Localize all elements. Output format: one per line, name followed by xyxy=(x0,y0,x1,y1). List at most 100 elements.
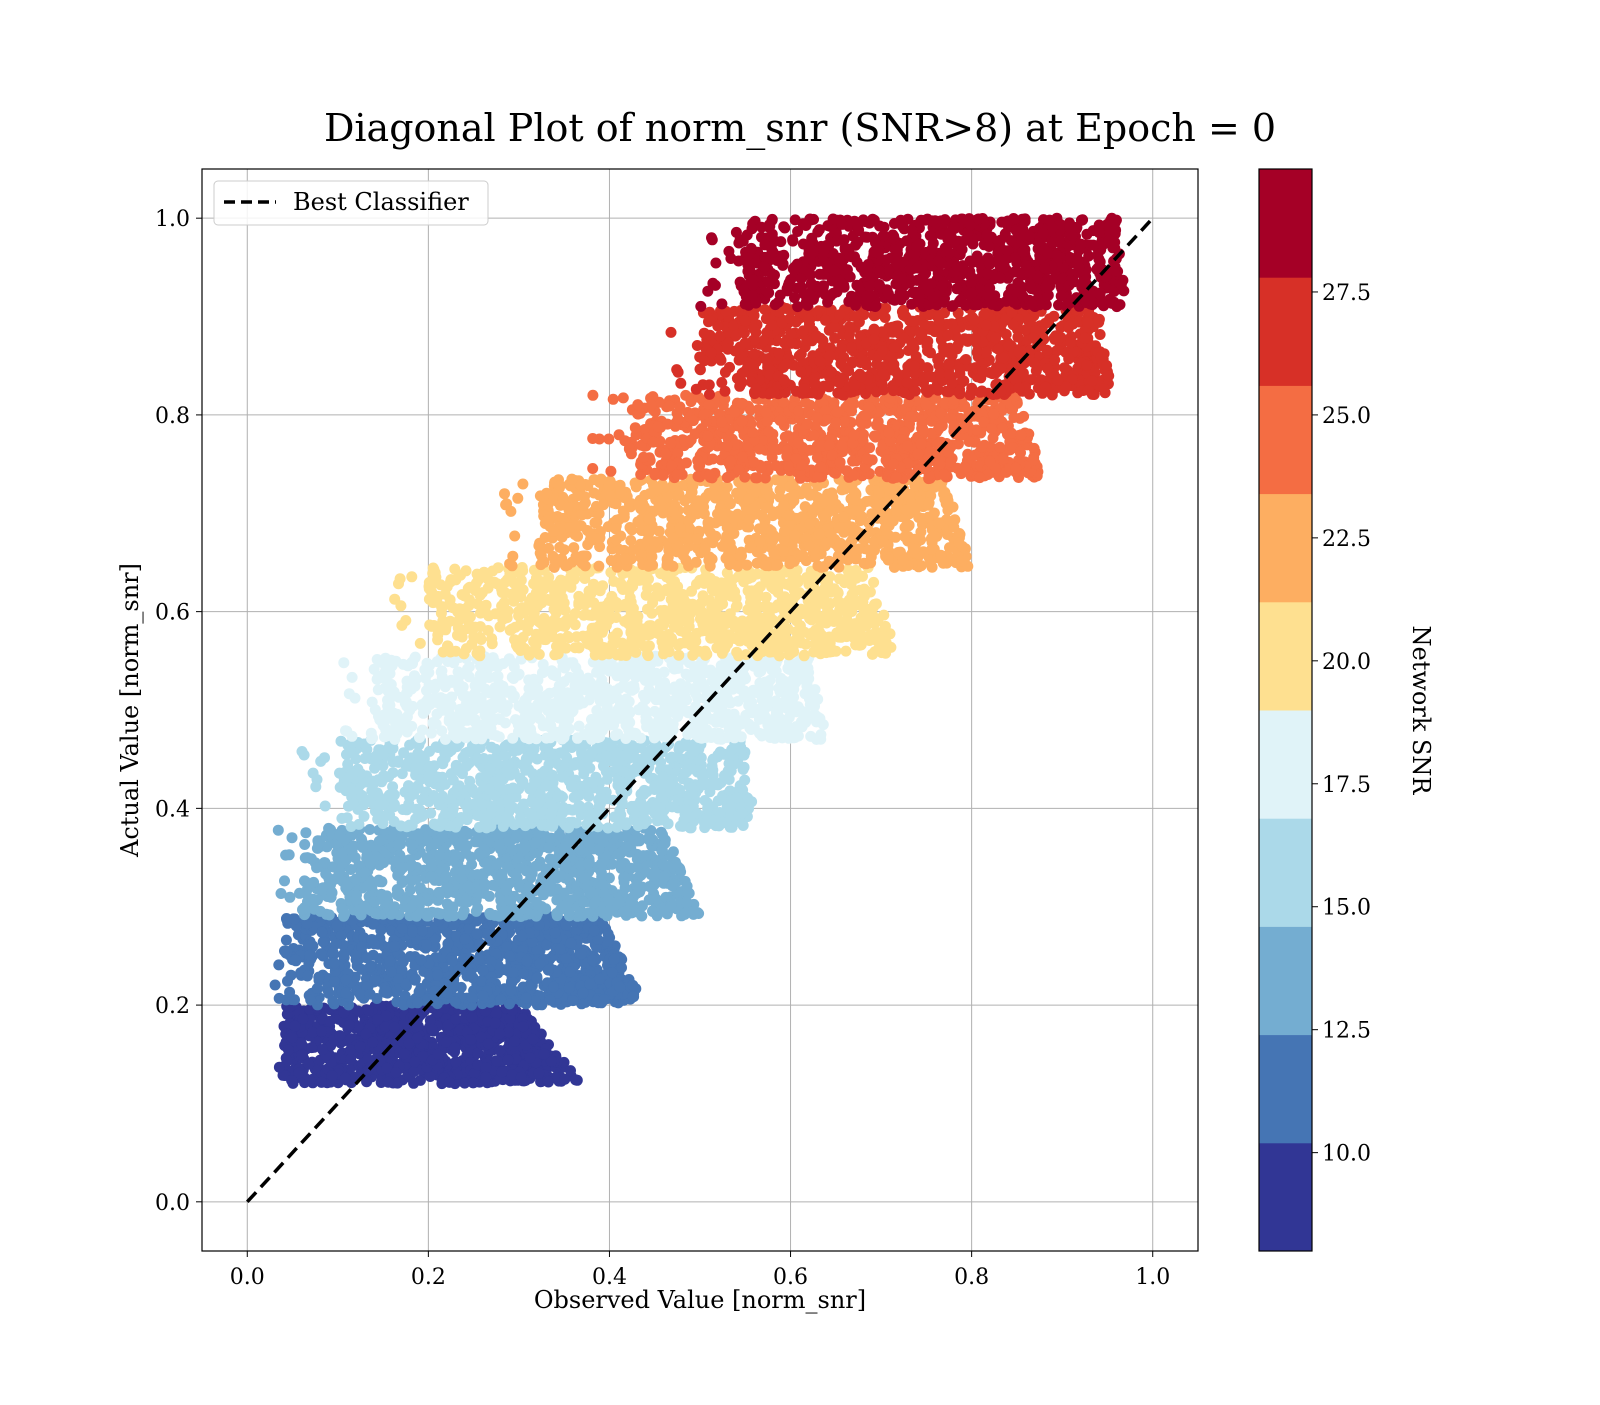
scatter-point xyxy=(651,668,662,679)
scatter-point xyxy=(437,832,448,843)
scatter-point xyxy=(494,839,505,850)
scatter-point xyxy=(300,827,311,838)
scatter-point xyxy=(377,818,388,829)
scatter-point xyxy=(489,790,500,801)
scatter-point xyxy=(425,872,436,883)
scatter-point xyxy=(593,844,604,855)
scatter-point xyxy=(441,871,452,882)
scatter-point xyxy=(433,887,444,898)
scatter-point xyxy=(456,708,467,719)
chart-title: Diagonal Plot of norm_snr (SNR>8) at Epo… xyxy=(324,106,1276,151)
scatter-point xyxy=(327,887,338,898)
scatter-point xyxy=(310,781,321,792)
scatter-point xyxy=(465,1034,476,1045)
scatter-point xyxy=(306,1042,317,1053)
scatter-point xyxy=(494,1045,505,1056)
scatter-point xyxy=(639,804,650,815)
scatter-point xyxy=(567,703,578,714)
scatter-point xyxy=(674,744,685,755)
scatter-point xyxy=(328,947,339,958)
scatter-point xyxy=(325,824,336,835)
scatter-point xyxy=(413,807,424,818)
scatter-point xyxy=(681,804,692,815)
scatter-point xyxy=(340,974,351,985)
scatter-point xyxy=(329,958,340,969)
scatter-point xyxy=(527,1034,538,1045)
scatter-point xyxy=(568,995,579,1006)
scatter-point xyxy=(731,792,742,803)
scatter-point xyxy=(308,877,319,888)
scatter-point xyxy=(298,1013,309,1024)
scatter-point xyxy=(611,822,622,833)
scatter-point xyxy=(655,682,666,693)
scatter-point xyxy=(584,979,595,990)
scatter-point xyxy=(304,950,315,961)
scatter-point xyxy=(417,925,428,936)
scatter-point xyxy=(458,752,469,763)
scatter-point xyxy=(425,808,436,819)
scatter-point xyxy=(325,1016,336,1027)
scatter-point xyxy=(840,646,851,657)
scatter-point xyxy=(340,725,351,736)
scatter-point xyxy=(403,821,414,832)
scatter-point xyxy=(649,706,660,717)
scatter-point xyxy=(578,988,589,999)
scatter-points xyxy=(270,213,1130,1089)
scatter-point xyxy=(327,996,338,1007)
scatter-point xyxy=(545,833,556,844)
scatter-point xyxy=(344,1020,355,1031)
scatter-point xyxy=(366,934,377,945)
scatter-point xyxy=(657,771,668,782)
scatter-point xyxy=(587,777,598,788)
scatter-point xyxy=(397,923,408,934)
scatter-point xyxy=(544,747,555,758)
scatter-point xyxy=(448,728,459,739)
scatter-point xyxy=(305,995,316,1006)
scatter-point xyxy=(391,1067,402,1078)
scatter-point xyxy=(521,956,532,967)
scatter-point xyxy=(633,704,644,715)
scatter-point xyxy=(431,718,442,729)
scatter-point xyxy=(781,694,792,705)
scatter-point xyxy=(631,862,642,873)
scatter-point xyxy=(471,906,482,917)
scatter-point xyxy=(494,911,505,922)
scatter-point xyxy=(526,782,537,793)
scatter-point xyxy=(421,685,432,696)
scatter-point xyxy=(467,784,478,795)
scatter-point xyxy=(531,973,542,984)
scatter-point xyxy=(525,1052,536,1063)
scatter-point xyxy=(409,670,420,681)
scatter-point xyxy=(318,936,329,947)
scatter-point xyxy=(595,798,606,809)
scatter-point xyxy=(560,953,571,964)
scatter-point xyxy=(300,852,311,863)
scatter-point xyxy=(760,687,771,698)
scatter-point xyxy=(397,768,408,779)
scatter-point xyxy=(480,1072,491,1083)
scatter-point xyxy=(392,884,403,895)
scatter-point xyxy=(466,1012,477,1023)
scatter-point xyxy=(739,775,750,786)
scatter-point xyxy=(672,795,683,806)
scatter-point xyxy=(371,754,382,765)
scatter-point xyxy=(334,768,345,779)
scatter-point xyxy=(614,895,625,906)
scatter-point xyxy=(746,796,757,807)
scatter-point xyxy=(523,674,534,685)
scatter-point xyxy=(724,724,735,735)
scatter-point xyxy=(547,821,558,832)
scatter-point xyxy=(738,764,749,775)
scatter-point xyxy=(274,1062,285,1073)
scatter-point xyxy=(338,657,349,668)
scatter-point xyxy=(270,980,281,991)
scatter-point xyxy=(356,942,367,953)
scatter-point xyxy=(405,884,416,895)
scatter-point xyxy=(347,672,358,683)
scatter-point xyxy=(283,1044,294,1055)
scatter-point xyxy=(442,703,453,714)
scatter-point xyxy=(545,994,556,1005)
scatter-point xyxy=(570,1074,581,1085)
scatter-point xyxy=(345,1054,356,1065)
scatter-point xyxy=(557,772,568,783)
